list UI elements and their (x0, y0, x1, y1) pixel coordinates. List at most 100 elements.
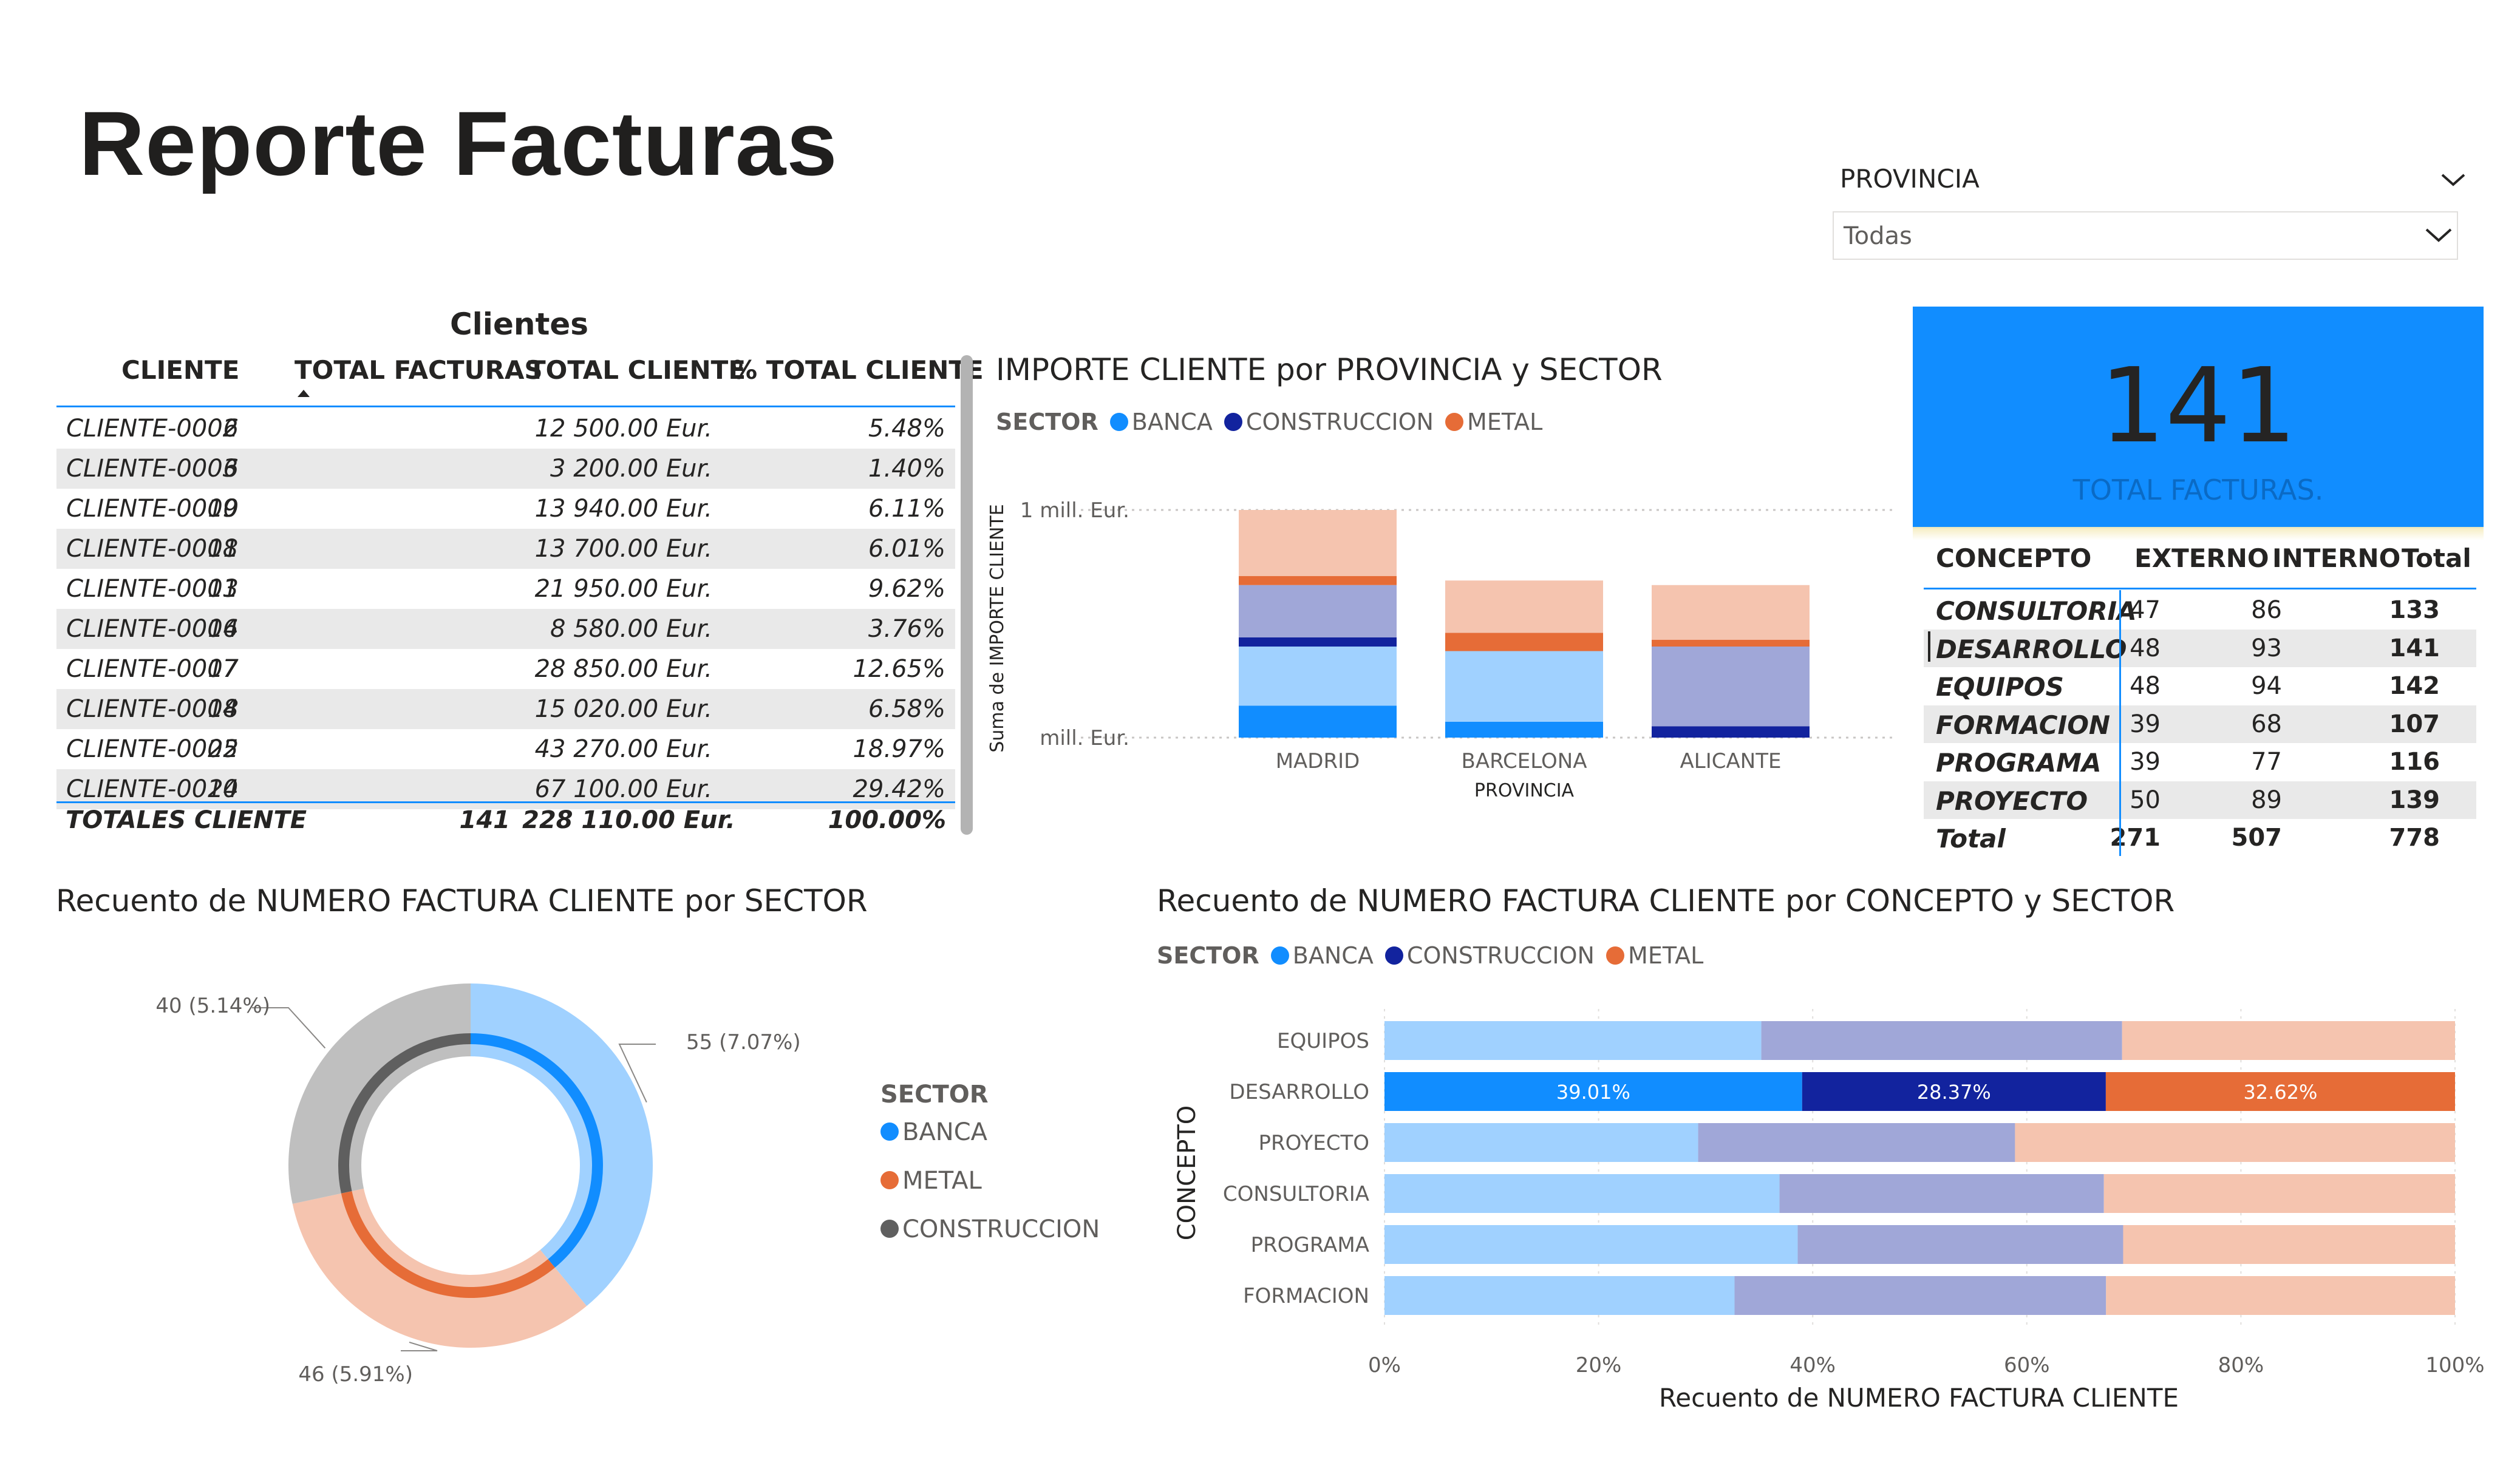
donut-chart: 55 (7.07%) 46 (5.91%) 40 (5.14%) (155, 983, 801, 1387)
cell-interno: 77 (2251, 748, 2282, 776)
column-chart-legend: SECTOR BANCA CONSTRUCCION METAL (996, 409, 1542, 435)
leader-line (252, 1007, 326, 1049)
cell-externo: 271 (2110, 824, 2161, 852)
data-label: 46 (5.91%) (298, 1362, 413, 1387)
cell-total: 139 (2389, 786, 2440, 814)
table-row[interactable]: CLIENTE-0002 6 12 500.00 Eur. 5.48% (56, 409, 955, 449)
legend-title: SECTOR (1157, 942, 1259, 969)
table-row[interactable]: CLIENTE-0007 17 28 850.00 Eur. 12.65% (56, 649, 955, 689)
y-tick-label: PROGRAMA (1251, 1233, 1369, 1257)
table-row[interactable]: CLIENTE-0006 14 8 580.00 Eur. 3.76% (56, 609, 955, 649)
matrix-header-concepto[interactable]: CONCEPTO (1936, 543, 2092, 573)
legend-dot-icon (1109, 412, 1128, 431)
y-tick-label: DESARROLLO (1229, 1080, 1369, 1104)
matrix-row[interactable]: FORMACION 39 68 107 (1924, 705, 2476, 743)
matrix-row[interactable]: CONSULTORIA 47 86 133 (1924, 591, 2476, 629)
bar-segment-construccion (1239, 585, 1397, 637)
cell-total-cliente: 43 270.00 Eur. (534, 735, 712, 763)
matrix-row[interactable]: PROYECTO 50 89 139 (1924, 781, 2476, 819)
matrix-row[interactable]: PROGRAMA 39 77 116 (1924, 743, 2476, 781)
table-row[interactable]: CLIENTE-0004 18 15 020.00 Eur. 6.58% (56, 689, 955, 729)
legend-label: METAL (1467, 409, 1543, 435)
x-tick-label: BARCELONA (1462, 749, 1587, 773)
matrix-total-row[interactable]: Total 271 507 778 (1924, 819, 2476, 857)
page-title: Reporte Facturas (79, 92, 838, 194)
table-row[interactable]: CLIENTE-0003 6 3 200.00 Eur. 1.40% (56, 449, 955, 489)
cell-cliente: CLIENTE-0003 (66, 455, 239, 483)
matrix-header-externo[interactable]: EXTERNO (2134, 543, 2269, 573)
table-row[interactable]: CLIENTE-0009 10 13 940.00 Eur. 6.11% (56, 489, 955, 529)
y-tick-label: PROYECTO (1258, 1131, 1369, 1155)
dropdown-chevron-icon[interactable] (2420, 220, 2457, 250)
x-axis-title: Recuento de NUMERO FACTURA CLIENTE (1659, 1383, 2179, 1413)
bar-segment-construccion (1734, 1276, 2106, 1315)
legend-title: SECTOR (996, 409, 1098, 435)
table-row[interactable]: CLIENTE-0010 24 67 100.00 Eur. 29.42% (56, 769, 955, 809)
legend-dot-icon (880, 1220, 899, 1238)
cell-interno: 507 (2231, 824, 2283, 852)
clients-table-title: Clientes (449, 307, 589, 342)
cell-total-cliente: 3 200.00 Eur. (550, 455, 712, 483)
legend-item-construccion[interactable]: CONSTRUCCION (1224, 409, 1434, 435)
col-header-total-facturas[interactable]: TOTAL FACTURAS (295, 355, 543, 385)
col-header-cliente[interactable]: CLIENTE (121, 355, 240, 385)
bar-segment-metal (2123, 1225, 2455, 1264)
legend-item-banca[interactable]: BANCA (1270, 942, 1374, 969)
matrix-row[interactable]: DESARROLLO 48 93 141 (1924, 629, 2476, 667)
matrix-header-divider (1924, 588, 2476, 589)
matrix-header-total[interactable]: Total (2402, 543, 2471, 573)
total-row-facturas: 141 (459, 806, 511, 834)
table-scrollbar[interactable] (961, 355, 973, 835)
cell-cliente: CLIENTE-0009 (66, 495, 239, 523)
legend-item-construccion[interactable]: CONSTRUCCION (1384, 942, 1595, 969)
bar-segment-banca (1384, 1072, 1802, 1111)
cell-total-cliente: 21 950.00 Eur. (534, 575, 712, 603)
legend-item-metal[interactable]: METAL (1606, 942, 1703, 969)
matrix-row-header-divider (2119, 590, 2121, 856)
cell-cliente: CLIENTE-0008 (66, 535, 239, 563)
total-divider (56, 801, 955, 803)
cell-total-cliente: 28 850.00 Eur. (534, 655, 712, 683)
cell-total: 142 (2389, 672, 2440, 700)
legend-item-metal[interactable]: METAL (1445, 409, 1542, 435)
kpi-card-shadow (1913, 527, 2484, 540)
chevron-down-icon[interactable] (2435, 164, 2471, 194)
x-tick-label: 40% (1790, 1353, 1836, 1377)
cell-total-facturas: 24 (208, 775, 239, 803)
donut-legend-banca[interactable]: BANCA (880, 1118, 987, 1146)
table-row[interactable]: CLIENTE-0001 13 21 950.00 Eur. 9.62% (56, 569, 955, 609)
cell-total-facturas: 13 (208, 575, 239, 603)
x-tick-label: 100% (2425, 1353, 2484, 1377)
data-label: 32.62% (2243, 1081, 2317, 1104)
donut-legend-metal[interactable]: METAL (880, 1167, 982, 1195)
header-divider (56, 406, 955, 407)
donut-legend-title: SECTOR (880, 1081, 989, 1109)
cell-total: 133 (2389, 596, 2440, 624)
table-row[interactable]: CLIENTE-0005 22 43 270.00 Eur. 18.97% (56, 729, 955, 769)
cell-cliente: CLIENTE-0010 (66, 775, 239, 803)
provincia-dropdown[interactable] (1833, 211, 2458, 260)
stacked-bar-chart-title: Recuento de NUMERO FACTURA CLIENTE por C… (1157, 883, 2175, 919)
y-tick-label: EQUIPOS (1277, 1029, 1369, 1053)
cell-total-cliente: 67 100.00 Eur. (534, 775, 712, 803)
y-axis-title: CONCEPTO (1173, 1105, 1201, 1241)
table-row[interactable]: CLIENTE-0008 11 13 700.00 Eur. 6.01% (56, 529, 955, 569)
matrix-header-interno[interactable]: INTERNO (2272, 543, 2401, 573)
col-header-pct-total-cliente[interactable]: % TOTAL CLIENTE (732, 355, 984, 385)
stacked-bar-chart: 0% 20% 40% 60% 80% 100% Recuento de NUMERO FAC… (1173, 1009, 2485, 1413)
data-label: 55 (7.07%) (686, 1030, 801, 1055)
col-header-total-cliente[interactable]: TOTAL CLIENTE (528, 355, 746, 385)
legend-item-banca[interactable]: BANCA (1109, 409, 1213, 435)
cell-externo: 39 (2130, 710, 2161, 738)
legend-dot-icon (1445, 412, 1464, 431)
donut-chart-title: Recuento de NUMERO FACTURA CLIENTE por S… (56, 883, 868, 919)
matrix-row[interactable]: EQUIPOS 48 94 142 (1924, 667, 2476, 705)
cell-cliente: CLIENTE-0007 (66, 655, 239, 683)
donut-legend-construccion[interactable]: CONSTRUCCION (880, 1215, 1100, 1243)
cell-pct: 6.01% (868, 535, 945, 563)
y-tick-label: 1 mill. Eur. (1020, 498, 1129, 523)
x-tick-label: ALICANTE (1680, 749, 1782, 773)
cell-total-facturas: 6 (223, 415, 239, 443)
legend-dot-icon (1224, 412, 1242, 431)
bar-segment-construccion (1652, 647, 1810, 727)
